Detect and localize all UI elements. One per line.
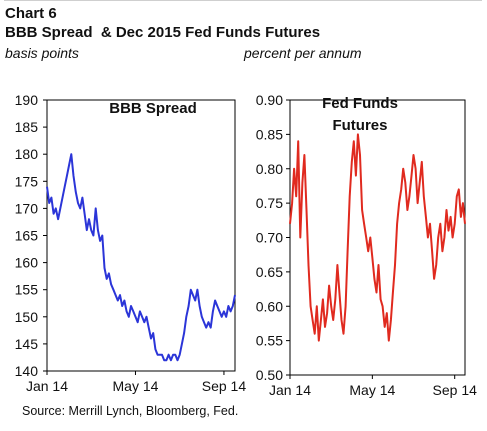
fed-series-line [289, 133, 466, 342]
fed-xtick-label: May 14 [349, 382, 395, 398]
fed-ytick-label: 0.60 [256, 298, 283, 314]
chart-title: BBB Spread & Dec 2015 Fed Funds Futures [5, 24, 321, 41]
fed-xtick-label: Jan 14 [269, 382, 311, 398]
bbb-xtick-label: May 14 [113, 378, 159, 394]
bbb-series-title: BBB Spread [109, 100, 197, 117]
bbb-series-line [46, 153, 236, 362]
fed-series-title: Fed Funds [322, 95, 398, 112]
bbb-plot-frame [46, 99, 236, 372]
bbb-ytick-label: 175 [15, 173, 39, 189]
fed-ytick-label: 0.85 [256, 126, 283, 142]
bbb-ytick-label: 180 [15, 146, 39, 162]
bbb-ytick-label: 190 [15, 92, 39, 108]
bbb-ytick-label: 150 [15, 309, 39, 325]
fed-series-title: Futures [332, 117, 387, 134]
bbb-ytick-label: 160 [15, 255, 39, 271]
fed-ytick-label: 0.70 [256, 230, 283, 246]
bbb-ytick-label: 185 [15, 119, 39, 135]
bbb-ytick-label: 165 [15, 228, 39, 244]
top-rule [4, 0, 482, 1]
source-note: Source: Merrill Lynch, Bloomberg, Fed. [22, 404, 239, 418]
bbb-ytick-label: 170 [15, 200, 39, 216]
left-unit-label: basis points [5, 45, 79, 61]
fed-ytick-label: 0.90 [256, 92, 283, 108]
fed-ytick-label: 0.65 [256, 264, 283, 280]
chart-number: Chart 6 [5, 5, 57, 22]
right-unit-label: percent per annum [244, 45, 362, 61]
fed-xtick-label: Sep 14 [433, 382, 478, 398]
fed-ytick-label: 0.75 [256, 195, 283, 211]
bbb-xtick-label: Jan 14 [26, 378, 68, 394]
fed-panel: 0.90 0.85 0.80 0.75 0.70 0.65 0.60 0.55 0.50Jan … [256, 92, 477, 398]
fed-ytick-label: 0.50 [256, 367, 283, 383]
bbb-ytick-label: 140 [15, 363, 39, 379]
fed-ytick-label: 0.55 [256, 333, 283, 349]
fed-ytick-label: 0.80 [256, 161, 283, 177]
bbb-xtick-label: Sep 14 [202, 378, 247, 394]
bbb-ytick-label: 155 [15, 282, 39, 298]
bbb-ytick-label: 145 [15, 336, 39, 352]
